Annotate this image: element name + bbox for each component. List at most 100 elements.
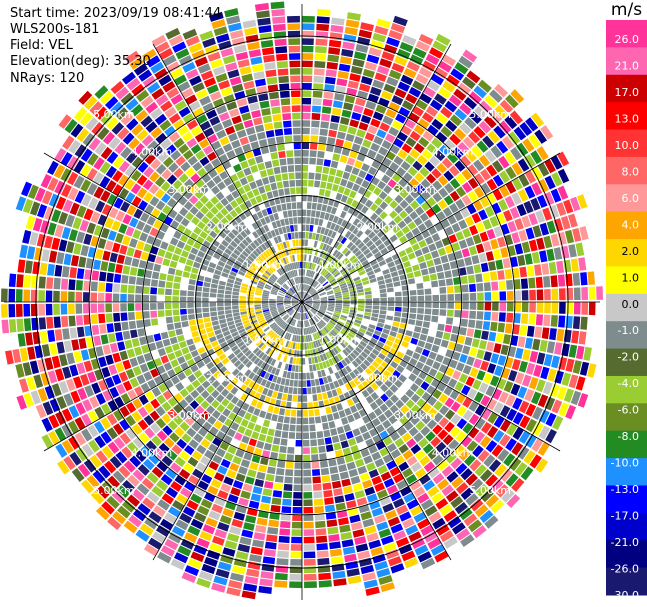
gate-cell [141, 134, 154, 147]
gate-cell [370, 373, 378, 382]
gate-cell [425, 358, 435, 367]
gate-cell [308, 172, 315, 180]
gate-cell [292, 127, 301, 135]
gate-cell [166, 61, 181, 73]
gate-cell [247, 157, 257, 167]
gate-cell [316, 386, 322, 394]
gate-cell [177, 334, 185, 343]
gate-cell [250, 279, 258, 285]
gate-cell [259, 226, 266, 235]
gate-cell [277, 319, 284, 326]
gate-cell [299, 313, 301, 320]
gate-cell [93, 259, 102, 270]
gate-cell [473, 391, 484, 403]
gate-cell [508, 457, 522, 472]
gate-cell [319, 307, 327, 311]
gate-cell [276, 280, 283, 286]
gate-cell [145, 101, 159, 114]
gate-cell [209, 230, 218, 239]
gate-cell [280, 438, 288, 446]
gate-cell [216, 384, 225, 393]
gate-cell [272, 273, 278, 280]
gate-cell [359, 340, 367, 348]
gate-cell [305, 335, 309, 342]
gate-cell [123, 460, 136, 473]
gate-cell [272, 312, 279, 317]
gate-cell [213, 345, 222, 352]
gate-cell [415, 320, 423, 327]
gate-cell [395, 302, 402, 307]
gate-cell [245, 258, 253, 265]
gate-cell [48, 414, 60, 429]
gate-cell [215, 72, 228, 83]
gate-cell [298, 305, 301, 312]
gate-cell [532, 406, 543, 421]
gate-cell [129, 238, 138, 248]
gate-cell [347, 437, 357, 447]
gate-cell [440, 339, 449, 348]
gate-cell [284, 273, 289, 280]
gate-cell [280, 98, 291, 106]
gate-cell [302, 53, 314, 60]
gate-cell [133, 143, 146, 155]
gate-cell [226, 282, 234, 288]
gate-cell [316, 313, 323, 318]
gate-cell [209, 116, 221, 126]
gate-cell [186, 499, 199, 511]
gate-cell [278, 320, 285, 327]
gate-cell [272, 113, 282, 122]
gate-cell [309, 157, 317, 165]
gate-cell [252, 365, 260, 374]
gate-cell [81, 443, 94, 458]
gate-cell [73, 107, 88, 122]
gate-cell [565, 358, 575, 373]
gate-cell [252, 383, 260, 391]
gate-cell [317, 438, 325, 446]
gate-cell [144, 427, 156, 439]
gate-cell [234, 206, 243, 215]
gate-cell [512, 324, 520, 335]
gate-cell [535, 379, 546, 393]
gate-cell [359, 425, 368, 434]
gate-cell [267, 405, 274, 413]
gate-cell [300, 335, 302, 343]
gate-cell [254, 297, 261, 300]
gate-cell [303, 477, 312, 484]
gate-cell [465, 473, 478, 486]
gate-cell [380, 383, 389, 393]
gate-cell [468, 400, 479, 412]
gate-cell [165, 281, 173, 289]
gate-cell [165, 27, 181, 40]
gate-cell [226, 260, 234, 267]
gate-cell [252, 347, 260, 355]
gate-cell [136, 355, 146, 365]
gate-cell [277, 293, 285, 297]
gate-cell [334, 371, 341, 380]
gate-cell [139, 363, 149, 373]
gate-cell [196, 577, 211, 589]
gate-cell [224, 302, 232, 307]
gate-cell [304, 320, 306, 328]
gate-cell [351, 339, 359, 346]
gate-cell [107, 441, 120, 454]
gate-cell [303, 469, 312, 477]
gate-cell [405, 474, 418, 485]
gate-cell [502, 334, 511, 345]
gate-cell [225, 125, 236, 136]
gate-cell [205, 395, 215, 404]
gate-cell [341, 478, 351, 487]
gate-cell [377, 318, 386, 324]
gate-cell [155, 41, 170, 54]
gate-cell [243, 412, 252, 421]
gate-cell [393, 316, 401, 323]
gate-cell [88, 137, 101, 151]
gate-cell [174, 322, 182, 329]
gate-cell [450, 413, 462, 425]
gate-cell [302, 276, 305, 284]
gate-cell [173, 403, 183, 414]
gate-cell [289, 68, 301, 75]
gate-cell [346, 461, 356, 471]
gate-cell [131, 423, 143, 436]
gate-cell [211, 503, 224, 514]
gate-cell [242, 319, 250, 325]
